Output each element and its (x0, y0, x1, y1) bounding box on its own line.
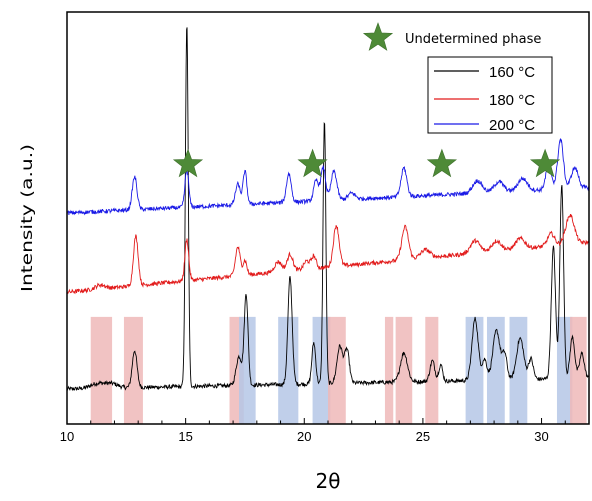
x-tick-label-20: 20 (297, 429, 311, 444)
legend-label-160: 160 °C (489, 64, 535, 81)
phase-band-14 (570, 316, 587, 424)
phase-band-8 (395, 316, 413, 424)
star-markers (172, 148, 561, 178)
phase-band-9 (425, 316, 439, 424)
series-legend: 160 °C 180 °C 200 °C (427, 56, 553, 134)
x-tick-label-25: 25 (416, 429, 430, 444)
legend-label-200: 200 °C (489, 117, 535, 134)
phase-band-6 (328, 316, 346, 424)
series-line-0 (67, 27, 589, 392)
phase-band-11 (486, 316, 505, 424)
x-tick-label-10: 10 (60, 429, 74, 444)
star-marker-0 (172, 148, 204, 178)
phase-band-0 (90, 316, 113, 424)
phase-band-5 (312, 316, 331, 424)
star-marker-1 (297, 148, 328, 178)
series-line-1 (67, 213, 589, 295)
star-marker-2 (426, 148, 457, 178)
series-line-2 (67, 137, 589, 216)
phase-band-12 (509, 316, 528, 424)
legend-box (427, 56, 553, 134)
x-axis-title: 2θ (316, 469, 341, 493)
marker-legend-label: Undetermined phase (405, 32, 541, 47)
series-lines (67, 27, 589, 392)
legend-label-180: 180 °C (489, 92, 535, 109)
x-tick-label-15: 15 (178, 429, 192, 444)
marker-legend: Undetermined phase (362, 22, 541, 51)
phase-band-10 (465, 316, 484, 424)
phase-band-1 (123, 316, 143, 424)
marker-legend-star-icon (362, 22, 394, 51)
phase-band-4 (278, 316, 299, 424)
star-marker-3 (530, 148, 561, 178)
phase-band-3 (239, 316, 256, 424)
phase-band-7 (384, 316, 394, 424)
phase-band-13 (556, 316, 573, 424)
phase-bands (90, 316, 587, 424)
x-tick-label-30: 30 (534, 429, 548, 444)
y-axis-title: Intensity (a.u.) (18, 144, 36, 292)
x-axis-ticks: 10 15 20 25 30 (60, 418, 590, 444)
